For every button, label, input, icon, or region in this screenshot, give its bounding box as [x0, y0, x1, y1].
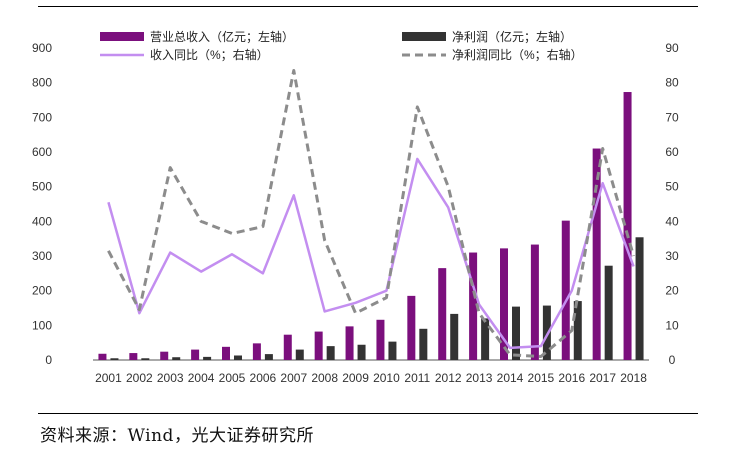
- net-profit-bar: [450, 313, 459, 360]
- x-tick-label: 2011: [404, 371, 430, 385]
- net-profit-bar: [141, 358, 150, 360]
- x-tick-label: 2001: [95, 371, 122, 385]
- revenue-bar: [623, 92, 632, 360]
- revenue-profit-chart: 0 100 200 300 400 500 600 700 800 900 0 10 20 30 40 50…: [32, 29, 679, 385]
- legend-label: 营业总收入（亿元；左轴）: [150, 29, 294, 44]
- x-tick-label: 2013: [466, 371, 493, 385]
- revenue-bar: [592, 148, 601, 360]
- net-profit-bar: [234, 355, 242, 360]
- revenue-bar: [314, 331, 323, 360]
- bottom-rule: [38, 413, 698, 414]
- left-tick-label: 400: [32, 214, 52, 228]
- net-profit-bar: [110, 358, 119, 360]
- legend: 营业总收入（亿元；左轴） 净利润（亿元；左轴） 收入同比（%；右轴） 净利润同比（%；…: [100, 29, 583, 62]
- right-tick-label: 20: [665, 284, 679, 298]
- lines: [107, 69, 635, 359]
- x-tick-label: 2017: [589, 371, 616, 385]
- left-tick-label: 800: [32, 76, 52, 90]
- right-tick-label: 80: [665, 76, 679, 90]
- net-profit-bar: [172, 357, 181, 360]
- x-tick-label: 2002: [126, 371, 153, 385]
- right-tick-label: 0: [669, 353, 676, 367]
- revenue-bar: [98, 353, 107, 360]
- x-tick-label: 2005: [219, 371, 246, 385]
- net-profit-bar: [512, 306, 520, 360]
- revenue-bar: [530, 244, 539, 360]
- left-tick-label: 600: [32, 145, 52, 159]
- x-axis: 2001 2002 2003 2004 2005 2006 2007 2008 2009 2010…: [95, 371, 647, 385]
- legend-swatch: [402, 32, 446, 41]
- net-profit-bar: [481, 318, 490, 360]
- right-tick-label: 30: [665, 249, 679, 263]
- revenue-bar: [160, 351, 169, 360]
- left-axis: 0 100 200 300 400 500 600 700 800 900: [32, 41, 52, 367]
- right-tick-label: 60: [665, 145, 679, 159]
- net-profit-bar: [326, 346, 335, 360]
- x-tick-label: 2007: [280, 371, 307, 385]
- revenue-bar: [376, 319, 385, 360]
- net-profit-bar: [203, 356, 212, 360]
- left-tick-label: 0: [45, 353, 52, 367]
- x-tick-label: 2018: [620, 371, 647, 385]
- right-tick-label: 50: [665, 180, 679, 194]
- revenue-bar: [129, 353, 138, 360]
- net-profit-bar: [388, 341, 397, 360]
- net-profit-yoy-line: [107, 69, 635, 359]
- revenue-bar: [191, 349, 200, 360]
- revenue-bar: [283, 334, 292, 360]
- revenue-bar: [469, 252, 478, 360]
- legend-label: 净利润同比（%；右轴）: [452, 47, 583, 62]
- x-tick-label: 2015: [528, 371, 555, 385]
- bars: [98, 92, 644, 360]
- net-profit-bar: [357, 344, 366, 360]
- revenue-yoy-line: [107, 157, 635, 350]
- net-profit-bar: [573, 301, 582, 360]
- left-tick-label: 500: [32, 180, 52, 194]
- revenue-bar: [407, 295, 416, 360]
- net-profit-bar: [295, 349, 304, 360]
- x-tick-label: 2010: [373, 371, 400, 385]
- legend-label: 收入同比（%；右轴）: [150, 47, 269, 62]
- left-tick-label: 300: [32, 249, 52, 263]
- revenue-bar: [252, 343, 261, 360]
- right-tick-label: 40: [665, 214, 679, 228]
- x-tick-label: 2006: [250, 371, 277, 385]
- legend-label: 净利润（亿元；左轴）: [452, 29, 572, 44]
- source-note: 资料来源：Wind，光大证券研究所: [40, 426, 314, 446]
- legend-swatch: [100, 32, 144, 41]
- revenue-bar: [222, 346, 230, 360]
- revenue-bar: [438, 268, 447, 360]
- revenue-bar: [345, 326, 354, 360]
- revenue-bar: [561, 220, 570, 360]
- net-profit-bar: [542, 305, 551, 360]
- net-profit-bar: [635, 237, 644, 360]
- right-axis: 0 10 20 30 40 50 60 70 80 90: [665, 41, 679, 367]
- left-tick-label: 200: [32, 284, 52, 298]
- x-tick-label: 2014: [497, 371, 524, 385]
- net-profit-bar: [604, 265, 613, 360]
- top-rule: [38, 6, 698, 7]
- net-profit-bar: [264, 354, 273, 360]
- left-tick-label: 100: [32, 318, 52, 332]
- x-tick-label: 2016: [558, 371, 585, 385]
- left-tick-label: 900: [32, 41, 52, 55]
- net-profit-bar: [419, 328, 428, 360]
- right-tick-label: 90: [665, 41, 679, 55]
- right-tick-label: 70: [665, 110, 679, 124]
- x-tick-label: 2004: [188, 371, 215, 385]
- right-tick-label: 10: [665, 318, 679, 332]
- x-tick-label: 2003: [157, 371, 184, 385]
- x-tick-label: 2008: [311, 371, 338, 385]
- x-tick-label: 2009: [342, 371, 369, 385]
- x-tick-label: 2012: [435, 371, 462, 385]
- left-tick-label: 700: [32, 110, 52, 124]
- revenue-bar: [500, 248, 508, 360]
